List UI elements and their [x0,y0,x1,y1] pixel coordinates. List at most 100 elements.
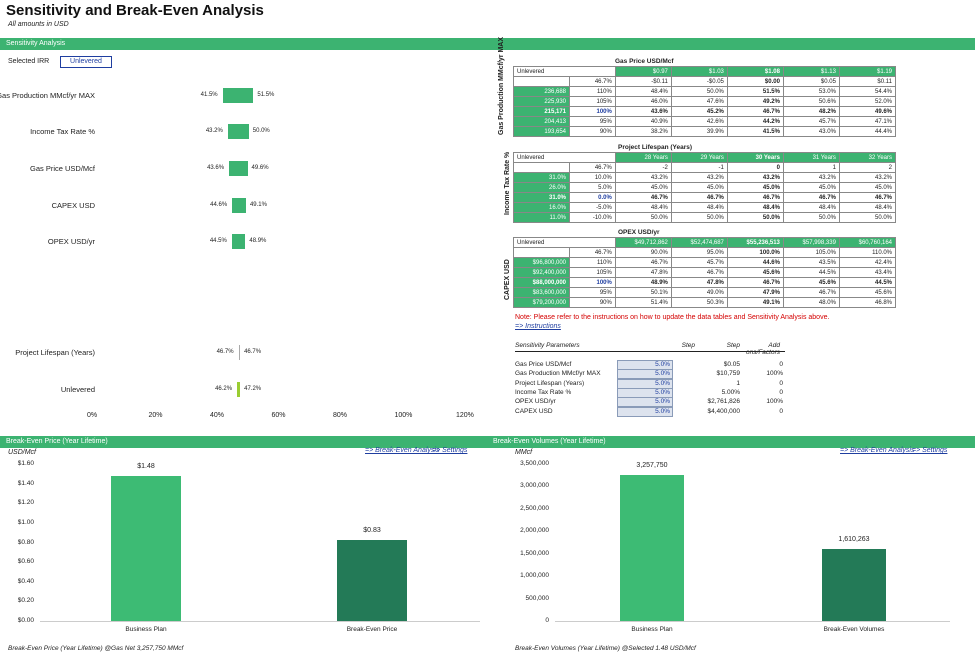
tornado-high-value: 50.0% [252,128,270,134]
table-step-cell: $0.11 [838,76,897,87]
table-cell: 49.2% [726,96,784,107]
tornado-bar [231,234,246,249]
be-volume-settings-link[interactable]: => Settings [912,447,948,454]
table-cell: 105% [569,267,616,278]
irr-label: Selected IRR [8,58,50,65]
table-cell: 45.7% [782,116,840,127]
params-factor: 0 [779,361,783,368]
instructions-link[interactable]: => Instructions [515,323,561,330]
table-step-cell: -$0.11 [614,76,672,87]
bar-value-label: 3,257,750 [636,461,668,469]
table-row: $88,000,000 100% 48.9% 47.8% 46.7% 45.6% 44.5% [512,277,897,288]
table-cell: 43.0% [782,126,840,137]
tornado-axis-tick: 80% [333,412,348,419]
y-axis-tick: 3,500,000 [520,460,549,467]
table-cell: $79,200,000 [512,297,571,308]
tornado-high-value: 47.2% [244,386,262,392]
table-cell: 45.0% [726,182,784,193]
params-label: Gas Price USD/Mcf [515,361,572,368]
be-volume-analysis-link[interactable]: => Break-Even Analysis [840,447,915,454]
tornado-bar [227,124,249,139]
table-step-cell: 46.7% [569,247,616,258]
tornado-bar [237,382,241,397]
table1-vlabel: Gas Production MMcf/yr MAX [498,36,505,135]
table-cell: $92,400,000 [512,267,571,278]
params-step-input[interactable]: 5.0% [617,406,673,417]
table-cell: 26.0% [512,182,571,193]
params-label: OPEX USD/yr [515,398,556,406]
tornado-axis-tick: 60% [271,412,286,419]
table-cell: 47.9% [726,287,784,298]
be-price-analysis-link[interactable]: => Break-Even Analysis [365,447,440,454]
tornado-high-value: 51.5% [257,92,275,98]
table-col-header: 30 Years [726,152,784,163]
table-cell: 42.6% [670,116,728,127]
tornado-high-value: 48.9% [249,238,267,244]
params-header: Sensitivity Parameters [515,342,580,349]
table-cell: 0.0% [569,192,616,203]
table-cell: 48.4% [670,202,728,213]
table-col-header: $1.08 [726,66,784,77]
y-axis-tick: 2,000,000 [520,527,549,535]
y-axis-tick: $0.40 [17,577,34,585]
x-axis-line [555,621,950,622]
table-cell: 51.5% [726,86,784,97]
gas-price-sensitivity-table: Unlevered $0.97 $1.03 $1.08 $1.13 $1.19 46.7% -… [512,66,897,137]
table-cell: 43.6% [614,106,672,117]
table-step-cell: -$0.05 [670,76,728,87]
irr-selector[interactable]: Unlevered [60,56,112,68]
y-axis-tick: $0.20 [17,597,34,605]
table-row: 31.0% 10.0% 43.2% 43.2% 43.2% 43.2% 43.2% [512,172,897,183]
y-axis-tick: 1,500,000 [520,549,549,557]
y-axis-tick: $0.00 [17,617,34,624]
params-step-value: $10,759 [716,370,741,378]
table-step-cell: 46.7% [569,76,616,87]
table-cell: 16.0% [512,202,571,213]
tornado-axis-tick: 100% [394,412,413,419]
table-cell: 110% [569,86,616,97]
tornado-bar [238,345,240,360]
tornado-bar [222,88,254,103]
y-axis-tick: $1.40 [17,479,34,487]
table-cell: 50.1% [614,287,672,298]
be-price-band: Break-Even Price (Year Lifetime) [0,436,487,448]
table-cell: 45.7% [670,257,728,268]
table-cell: 47.8% [670,277,728,288]
tornado-low-value: 46.2% [215,386,233,392]
tornado-row-label: Gas Price USD/Mcf [29,164,95,173]
table-cell: 38.2% [614,126,672,137]
table-cell: 50.0% [670,212,728,223]
table-row: $79,200,000 90% 51.4% 50.3% 49.1% 48.0% 46.8% [512,297,897,308]
table-cell: 51.4% [614,297,672,308]
table-cell: 95% [569,116,616,127]
tornado-high-value: 46.7% [244,349,262,355]
table-cell: 43.2% [670,172,728,183]
params-step-value: 1 [736,379,740,387]
table-corner-label: Unlevered [513,237,616,248]
table-cell: 43.2% [782,172,840,183]
table-step-cell [512,247,571,258]
x-category-label: Business Plan [631,626,673,633]
tornado-low-value: 43.2% [205,128,223,134]
table-cell: 100% [569,106,616,117]
table-cell: 48.2% [782,106,840,117]
tornado-axis-tick: 0% [87,412,98,419]
table2-title: Project Lifespan (Years) [618,144,693,151]
table-cell: 31.0% [512,172,571,183]
tornado-high-value: 49.6% [251,165,269,171]
tornado-low-value: 44.5% [209,238,227,244]
table-cell: 48.4% [726,202,784,213]
table-cell: 215,171 [512,106,571,117]
be-price-settings-link[interactable]: => Settings [432,447,468,454]
y-axis-tick: $1.60 [17,460,34,467]
table-cell: 193,654 [512,126,571,137]
table-cell: 50.3% [670,297,728,308]
table-cell: 44.2% [726,116,784,127]
tornado-axis-tick: 120% [456,412,474,419]
table-cell: $88,000,000 [512,277,571,288]
table-cell: 204,413 [512,116,571,127]
tornado-row-label: Project Lifespan (Years) [15,348,95,357]
table-cell: 50.6% [782,96,840,107]
params-factor: 0 [779,388,783,396]
y-axis-tick: $1.00 [17,518,34,526]
